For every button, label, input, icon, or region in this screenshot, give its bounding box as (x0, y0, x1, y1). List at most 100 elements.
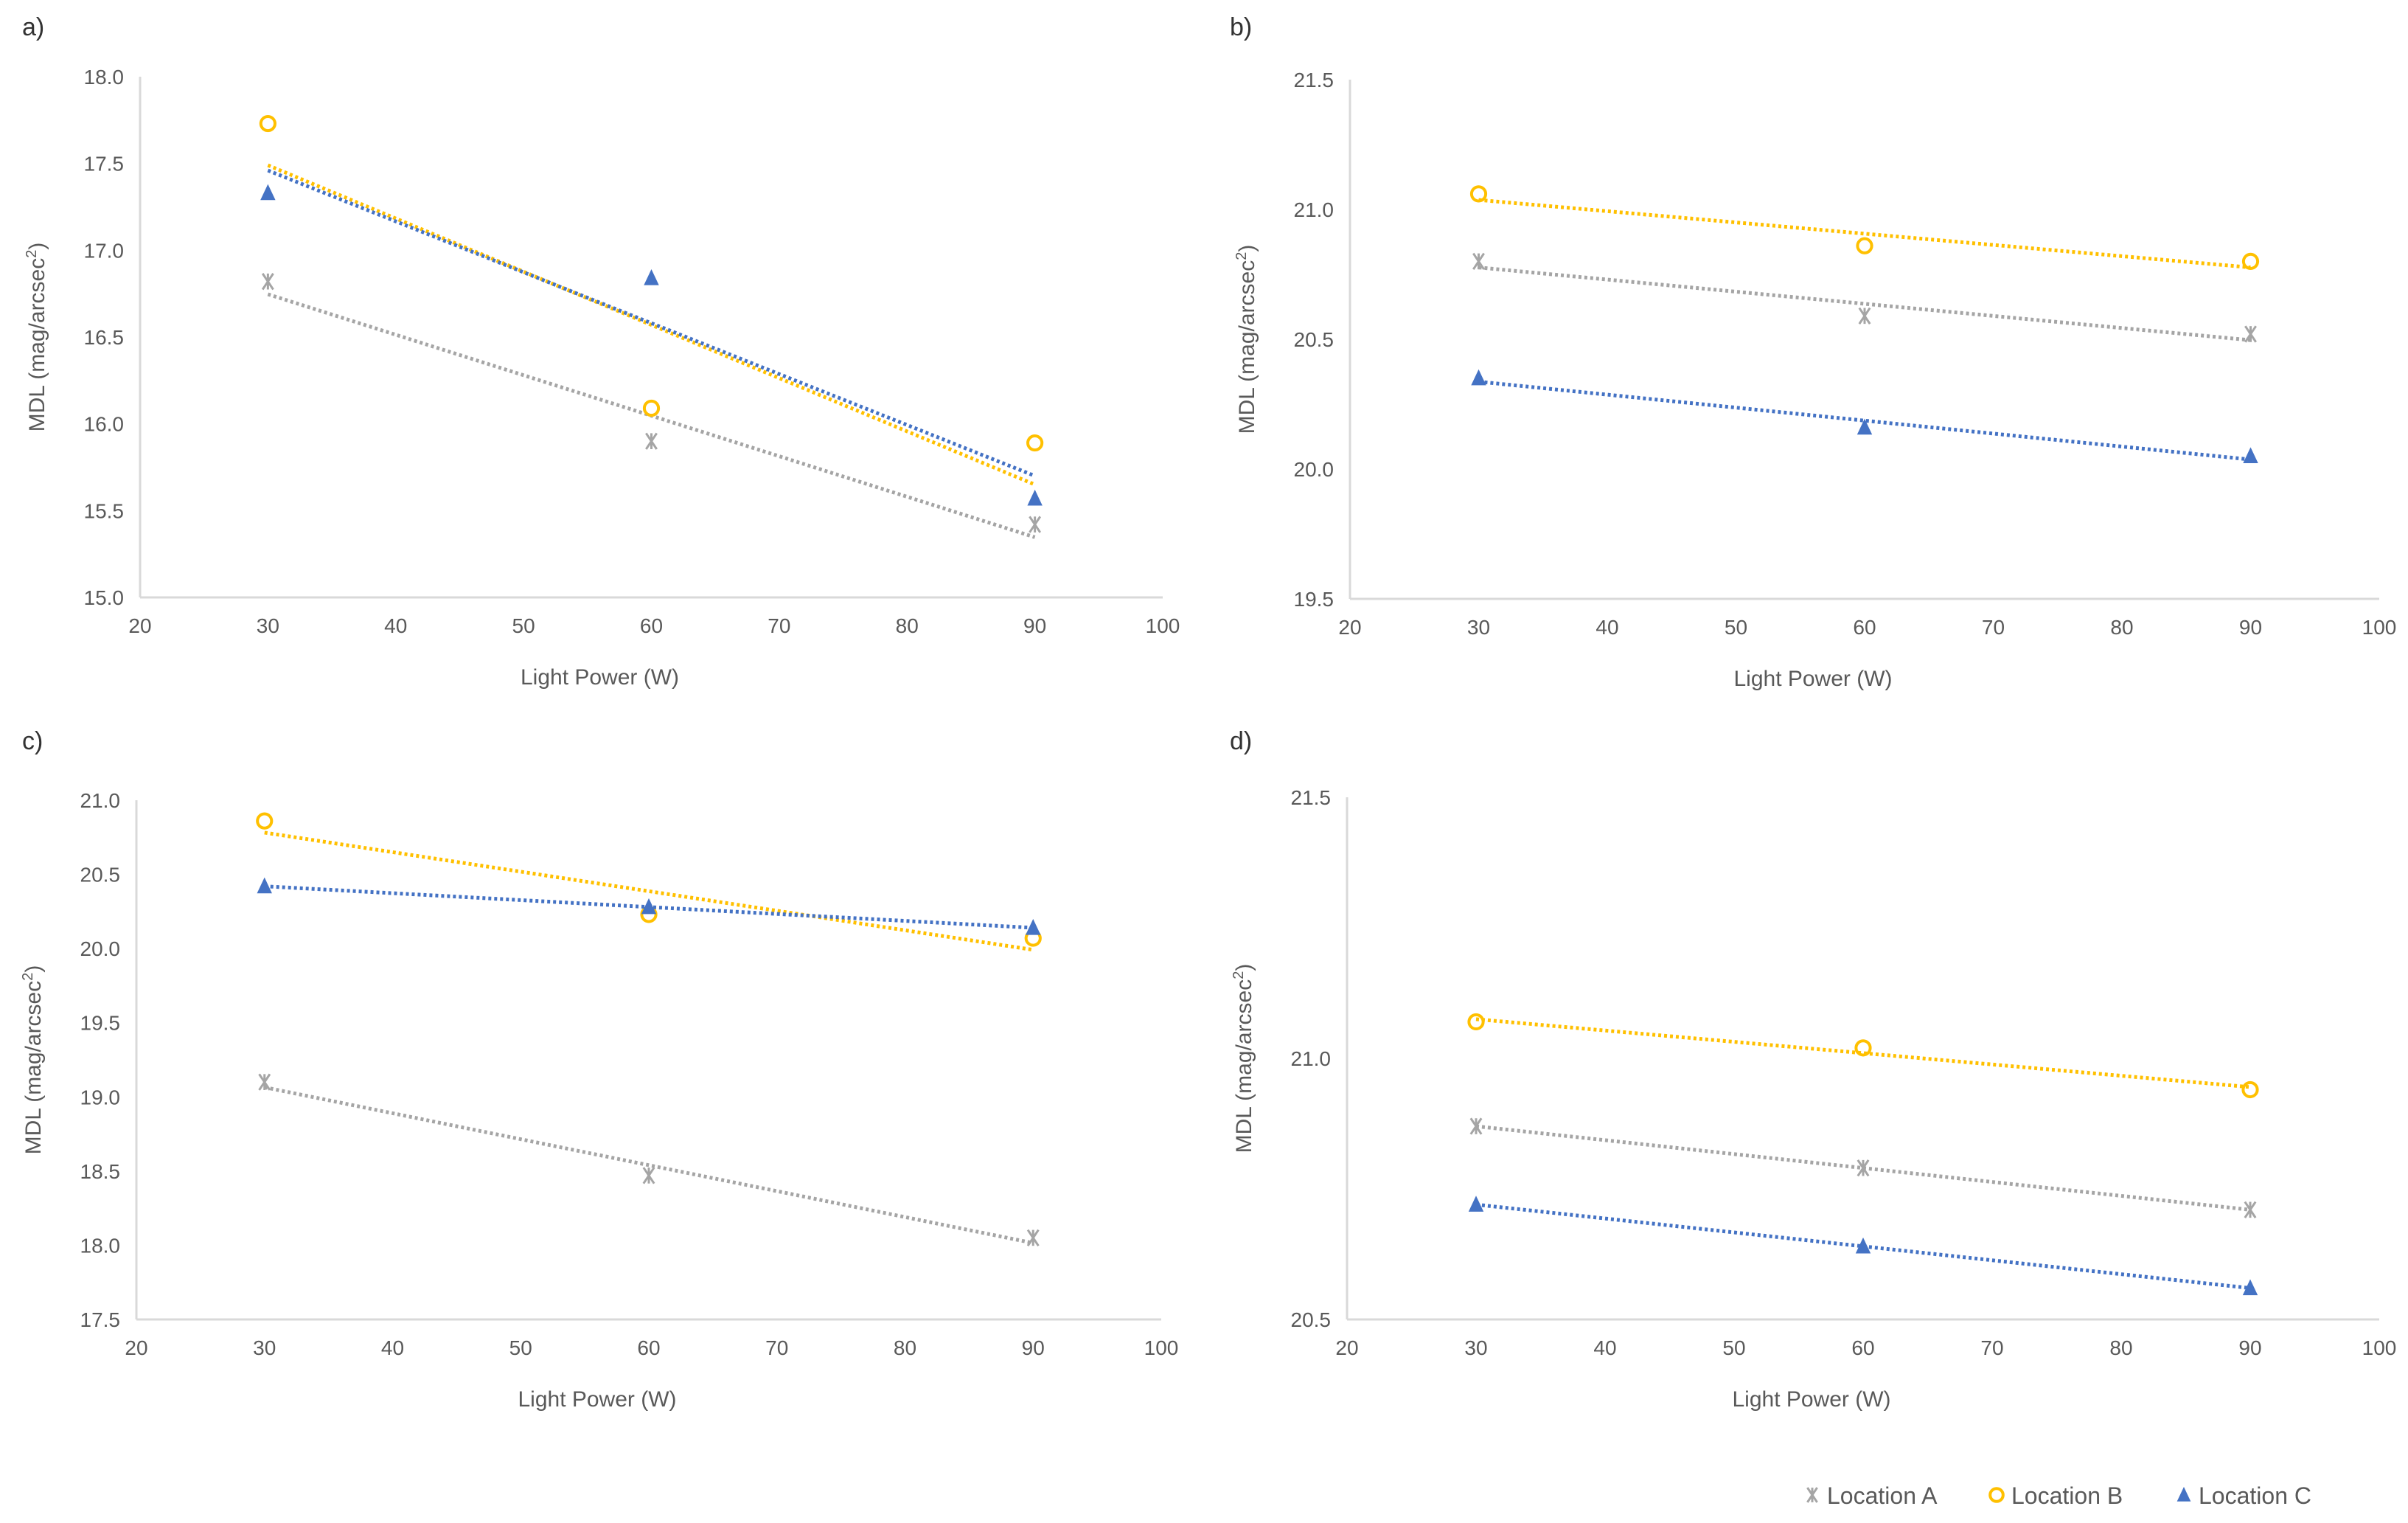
data-point-location-c (257, 877, 272, 894)
data-point-location-b (1856, 237, 1873, 254)
y-tick-label: 17.5 (84, 153, 125, 176)
y-tick-label: 21.5 (1291, 786, 1332, 809)
x-tick-label: 50 (1722, 1336, 1745, 1359)
chart-panel-b: b) 19.5 20.0 20.5 21.0 21.5 20 30 40 50 60 70 80 90 10… (1230, 13, 2396, 691)
y-tick-label: 19.5 (80, 1012, 121, 1035)
legend-label: Location C (2199, 1482, 2311, 1509)
legend-item: Location A (1806, 1482, 1938, 1509)
legend-marker-circle (1988, 1487, 2005, 1503)
data-point-location-b (259, 114, 276, 133)
data-point-location-a (1029, 516, 1042, 533)
y-tick-label: 21.5 (1294, 69, 1335, 91)
y-axis-title-superscript: 2 (1231, 971, 1247, 979)
y-axis-title: MDL (mag/arcsec2) (1233, 245, 1259, 434)
trendline-location-b (1478, 198, 2251, 270)
data-point-location-b (642, 399, 661, 417)
data-point-location-c (644, 268, 659, 285)
data-point-location-c (260, 184, 276, 201)
y-tick-label: 20.0 (80, 937, 121, 960)
panel-label: c) (22, 727, 43, 755)
y-tick-label: 20.5 (1291, 1308, 1332, 1331)
data-point-location-c (1855, 1237, 1871, 1254)
x-tick-label: 30 (1467, 616, 1490, 639)
x-tick-label: 50 (1725, 616, 1747, 639)
y-axis-title: MDL (mag/arcsec2) (24, 243, 49, 432)
x-tick-label: 30 (257, 614, 279, 637)
data-point-location-c (2242, 1279, 2258, 1296)
y-axis-title-main: MDL (mag/arcsec (1232, 979, 1256, 1153)
x-tick-label: 70 (768, 614, 790, 637)
data-point-location-a (1857, 1159, 1870, 1177)
x-tick-label: 70 (1980, 1336, 2003, 1359)
x-tick-label: 100 (2362, 616, 2397, 639)
y-tick-label: 18.0 (84, 66, 125, 89)
x-tick-label: 90 (1023, 614, 1046, 637)
y-axis-title-end: ) (25, 243, 49, 250)
y-axis-title-end: ) (1235, 245, 1259, 252)
x-axis-title: Light Power (W) (521, 665, 679, 690)
data-point-location-b (2241, 252, 2260, 270)
x-tick-label: 50 (512, 614, 535, 637)
y-tick-label: 18.0 (80, 1234, 121, 1257)
data-point-location-a (1858, 307, 1871, 325)
legend-marker-asterisk (1806, 1487, 1818, 1503)
x-tick-label: 30 (253, 1336, 276, 1359)
x-tick-label: 100 (1144, 1336, 1179, 1359)
chart-panel-a: a) 15.0 15.5 16.0 16.5 17.0 17.5 18.0 20 30 40 50 60… (22, 13, 1180, 690)
y-tick-label: 20.5 (80, 864, 121, 887)
x-tick-label: 40 (1596, 616, 1618, 639)
y-axis-title: MDL (mag/arcsec2) (20, 965, 46, 1155)
data-point-location-a (258, 1073, 271, 1091)
data-point-location-a (1472, 252, 1485, 271)
legend: Location A Location B Location C (1806, 1482, 2311, 1509)
y-tick-label: 17.0 (84, 239, 125, 262)
x-tick-label: 30 (1464, 1336, 1487, 1359)
y-tick-label: 21.0 (80, 789, 121, 812)
x-tick-label: 20 (1335, 1336, 1358, 1359)
x-tick-label: 90 (1022, 1336, 1045, 1359)
y-tick-label: 19.0 (80, 1086, 121, 1109)
y-tick-label: 15.5 (84, 499, 125, 522)
x-tick-label: 90 (2239, 616, 2262, 639)
panel-label: b) (1230, 13, 1252, 41)
y-tick-label: 21.0 (1291, 1047, 1332, 1070)
x-tick-label: 60 (1851, 1336, 1874, 1359)
x-tick-label: 80 (894, 1336, 916, 1359)
data-point-location-b (2241, 1080, 2259, 1099)
y-tick-label: 16.5 (84, 326, 125, 349)
data-point-location-a (2244, 325, 2257, 343)
panel-label: a) (22, 13, 44, 41)
y-axis-title-superscript: 2 (20, 973, 36, 981)
data-point-location-c (1471, 369, 1486, 386)
y-tick-label: 18.5 (80, 1160, 121, 1183)
x-tick-label: 90 (2238, 1336, 2261, 1359)
y-tick-label: 16.0 (84, 413, 125, 436)
legend-item: Location B (1988, 1482, 2123, 1509)
y-tick-label: 21.0 (1294, 198, 1335, 221)
x-axis-title: Light Power (W) (1733, 667, 1892, 691)
data-point-location-a (642, 1167, 655, 1184)
data-point-location-a (1026, 1229, 1040, 1247)
y-tick-label: 20.0 (1294, 458, 1335, 481)
x-tick-label: 20 (128, 614, 151, 637)
panel-label: d) (1230, 727, 1252, 755)
trendline-location-b (264, 830, 1034, 952)
x-tick-label: 100 (1146, 614, 1180, 637)
data-point-location-c (2243, 447, 2258, 463)
x-tick-label: 60 (637, 1336, 660, 1359)
x-tick-label: 60 (1853, 616, 1876, 639)
x-tick-label: 20 (125, 1336, 147, 1359)
data-point-location-a (1469, 1117, 1483, 1135)
data-point-location-c (1857, 418, 1873, 435)
y-axis-title-main: MDL (mag/arcsec (1235, 260, 1259, 434)
trendline-location-a (1478, 266, 2251, 342)
x-tick-label: 50 (509, 1336, 532, 1359)
x-tick-label: 70 (765, 1336, 788, 1359)
legend-marker-triangle (2176, 1487, 2191, 1502)
trendline-location-c (267, 168, 1036, 478)
data-point-location-b (1467, 1013, 1485, 1031)
y-tick-label: 17.5 (80, 1308, 121, 1331)
data-point-location-b (1469, 185, 1488, 203)
